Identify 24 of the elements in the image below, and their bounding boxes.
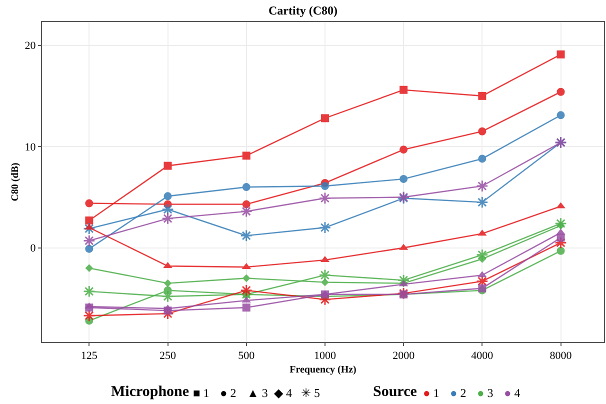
- x-tick-label: 1000: [314, 350, 336, 362]
- text: ■ 1: [193, 386, 210, 400]
- text: ● 3: [477, 386, 494, 400]
- x-tick-label: 2000: [392, 350, 416, 362]
- chart-title: Cartity (C80): [268, 3, 338, 18]
- text: ● 2: [450, 386, 466, 400]
- x-tick-label: 500: [238, 350, 256, 362]
- x-tick-label: 125: [80, 350, 98, 362]
- x-tick-label: 8000: [550, 350, 572, 362]
- y-tick-label: 20: [24, 40, 36, 52]
- text: Microphone: [111, 384, 190, 400]
- text: ◆ 4: [274, 386, 292, 400]
- x-tick-label: 4000: [471, 350, 494, 362]
- y-axis-title: C80 (dB): [10, 162, 21, 202]
- text: ▲ 3: [247, 386, 268, 400]
- x-axis-title: Frequency (Hz): [290, 364, 356, 376]
- text: ● 1: [423, 386, 440, 400]
- text: ● 4: [504, 386, 520, 400]
- text: ● 2: [220, 386, 236, 400]
- x-tick-label: 250: [160, 350, 177, 362]
- text: Source: [373, 384, 418, 400]
- text: ✳ 5: [301, 386, 320, 400]
- y-tick-label: 0: [30, 242, 36, 255]
- y-tick-label: 10: [24, 141, 36, 154]
